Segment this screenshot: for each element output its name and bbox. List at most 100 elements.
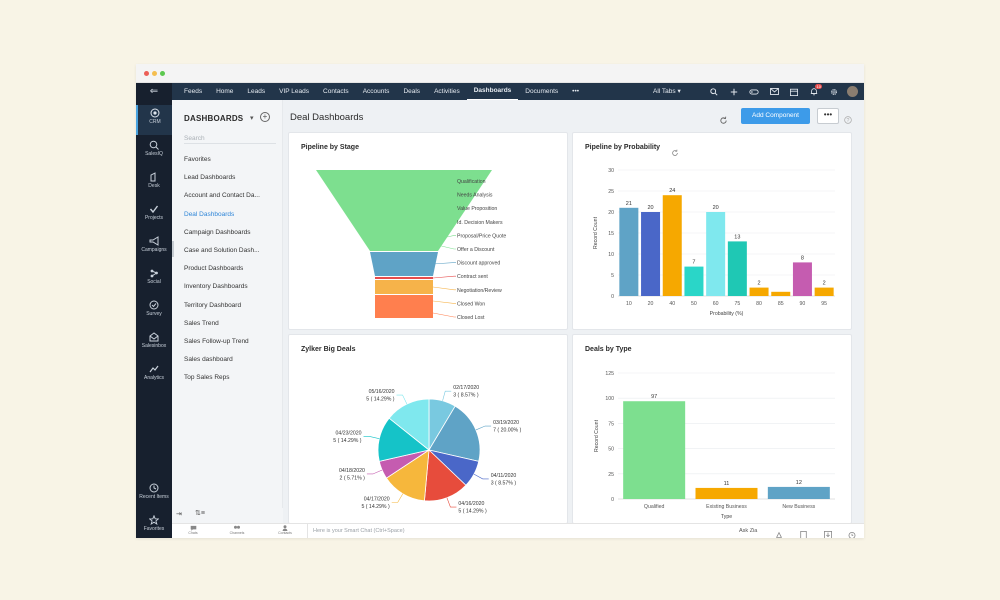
bell-icon[interactable]: 10 [804, 83, 824, 100]
sidebar-search-input[interactable] [184, 133, 276, 144]
data-label: 24 [669, 188, 675, 194]
nav-tab-contacts[interactable]: Contacts [323, 88, 349, 95]
rail-item-desk[interactable]: Desk [136, 169, 172, 199]
sidebar-item-product-dashboards[interactable]: Product Dashboards [184, 265, 244, 273]
sidebar-item-favorites[interactable]: Favorites [184, 156, 211, 163]
rail-item-salesinbox[interactable]: Salesinbox [136, 329, 172, 359]
settings-gear-icon[interactable] [824, 83, 844, 100]
document-icon[interactable] [800, 526, 807, 538]
rail-item-social[interactable]: Social [136, 265, 172, 295]
sidebar-item-lead-dashboards[interactable]: Lead Dashboards [184, 174, 236, 182]
bar-20[interactable] [641, 212, 661, 296]
rail-item-recent-items[interactable]: Recent Items [136, 480, 172, 510]
nav-tab-deals[interactable]: Deals [403, 88, 421, 95]
ask-zia-button[interactable]: Ask Zia [739, 528, 758, 534]
bar-qualified[interactable] [623, 401, 686, 499]
nav-tab-leads[interactable]: Leads [247, 88, 266, 95]
nav-tab-dashboards[interactable]: Dashboards [466, 83, 519, 100]
pie-leader-line [473, 473, 489, 480]
sidebar-item-deal-dashboards[interactable]: Deal Dashboards [184, 210, 235, 218]
sidebar-item-sales-follow-up-trend[interactable]: Sales Follow-up Trend [184, 338, 249, 345]
bar-95[interactable] [814, 287, 834, 296]
bar-75[interactable] [727, 241, 747, 296]
add-dashboard-button[interactable]: + [260, 112, 270, 122]
gamepad-icon[interactable] [744, 83, 764, 100]
chats-button[interactable]: Chats [185, 525, 201, 535]
window-maximize-button[interactable] [160, 71, 165, 76]
bar-existing-business[interactable] [695, 487, 758, 499]
nav-more-button[interactable]: ••• [572, 88, 579, 95]
bar-80[interactable] [749, 287, 769, 296]
user-avatar[interactable] [847, 86, 858, 97]
funnel-segment-discount-approved[interactable] [370, 252, 438, 276]
rail-label: Desk [148, 183, 160, 189]
collapse-menu-icon[interactable]: ⇐ [136, 83, 172, 100]
channels-label: Channels [229, 531, 245, 535]
chevron-down-icon[interactable]: ▾ [250, 115, 254, 122]
search-icon[interactable] [704, 83, 724, 100]
sidebar-item-top-sales-reps[interactable]: Top Sales Reps [184, 374, 230, 382]
window-close-button[interactable] [144, 71, 149, 76]
rail-item-campaigns[interactable]: Campaigns [136, 233, 172, 263]
sidebar-item-case-and-solution-dash[interactable]: Case and Solution Dash... [184, 247, 260, 254]
mail-icon[interactable] [764, 83, 784, 100]
funnel-leader-line [432, 286, 456, 291]
rail-item-crm[interactable]: CRM [136, 105, 172, 135]
data-label: 20 [647, 205, 653, 211]
plus-icon[interactable] [724, 83, 744, 100]
bar-10[interactable] [619, 207, 639, 296]
x-tick-label: 90 [800, 301, 806, 307]
alarm-icon[interactable] [848, 526, 856, 538]
y-tick-label: 25 [608, 189, 614, 195]
zylker-big-deals-card: Zylker Big Deals 02/17/2020 3 ( 8.57% ) 03… [288, 334, 568, 524]
help-icon[interactable]: ? [844, 111, 852, 129]
add-component-button[interactable]: Add Component [741, 108, 810, 124]
nav-tab-home[interactable]: Home [216, 88, 234, 95]
nav-tab-activities[interactable]: Activities [434, 88, 460, 95]
pie-chart: 02/17/2020 3 ( 8.57% ) 03/19/2020 7 ( 20.00… [333, 385, 521, 514]
nav-tab-documents[interactable]: Documents [525, 88, 559, 95]
window-minimize-button[interactable] [152, 71, 157, 76]
nav-tab-vip-leads[interactable]: VIP Leads [279, 88, 310, 95]
reorder-list-icon[interactable]: ⇅≡ [195, 510, 205, 517]
all-tabs-dropdown[interactable]: All Tabs ▾ [653, 88, 681, 95]
bar-90[interactable] [792, 262, 812, 296]
sidebar-item-territory-dashboard[interactable]: Territory Dashboard [184, 301, 242, 309]
nav-tab-feeds[interactable]: Feeds [184, 88, 203, 95]
funnel-label: Contract sent [457, 274, 488, 280]
pie-slice-03-19-2020[interactable] [428, 405, 481, 462]
funnel-segment-qualification[interactable] [316, 170, 492, 251]
bar-60[interactable] [706, 212, 726, 296]
pie-slice-05-16-2020[interactable] [388, 398, 430, 451]
rail-item-favorites[interactable]: Favorites [136, 512, 172, 538]
bar-new-business[interactable] [767, 486, 830, 499]
funnel-segment-closed-lost[interactable] [375, 295, 433, 318]
sidebar-item-inventory-dashboards[interactable]: Inventory Dashboards [184, 283, 248, 291]
card-refresh-icon[interactable] [671, 144, 679, 162]
rail-item-analytics[interactable]: Analytics [136, 361, 172, 391]
more-options-button[interactable]: ••• [817, 108, 839, 124]
refresh-icon[interactable] [719, 112, 728, 130]
pie-leader-line [442, 390, 452, 401]
expand-panel-icon[interactable]: ⇥ [176, 511, 182, 518]
nav-tab-accounts[interactable]: Accounts [362, 88, 390, 95]
funnel-segment-negotiation-review[interactable] [375, 280, 433, 294]
smart-chat-input[interactable] [307, 524, 732, 538]
sidebar-item-sales-trend[interactable]: Sales Trend [184, 319, 219, 327]
bar-40[interactable] [662, 195, 682, 296]
rail-item-survey[interactable]: Survey [136, 297, 172, 327]
rail-item-salesiq[interactable]: SalesIQ [136, 137, 172, 167]
bar-50[interactable] [684, 266, 704, 296]
channels-button[interactable]: Channels [228, 525, 246, 535]
sidebar-item-campaign-dashboards[interactable]: Campaign Dashboards [184, 228, 251, 236]
rail-item-projects[interactable]: Projects [136, 201, 172, 231]
download-icon[interactable] [824, 526, 832, 538]
calendar-icon[interactable] [784, 83, 804, 100]
funnel-segment-contract-sent[interactable] [375, 277, 433, 279]
zia-assist-icon[interactable] [775, 526, 783, 538]
sidebar-item-sales-dashboard[interactable]: Sales dashboard [184, 356, 233, 364]
sidebar-item-account-and-contact-da[interactable]: Account and Contact Da... [184, 192, 260, 200]
page-title: Deal Dashboards [290, 112, 364, 123]
contacts-button[interactable]: Contacts [276, 525, 294, 535]
bar-85[interactable] [771, 291, 791, 296]
